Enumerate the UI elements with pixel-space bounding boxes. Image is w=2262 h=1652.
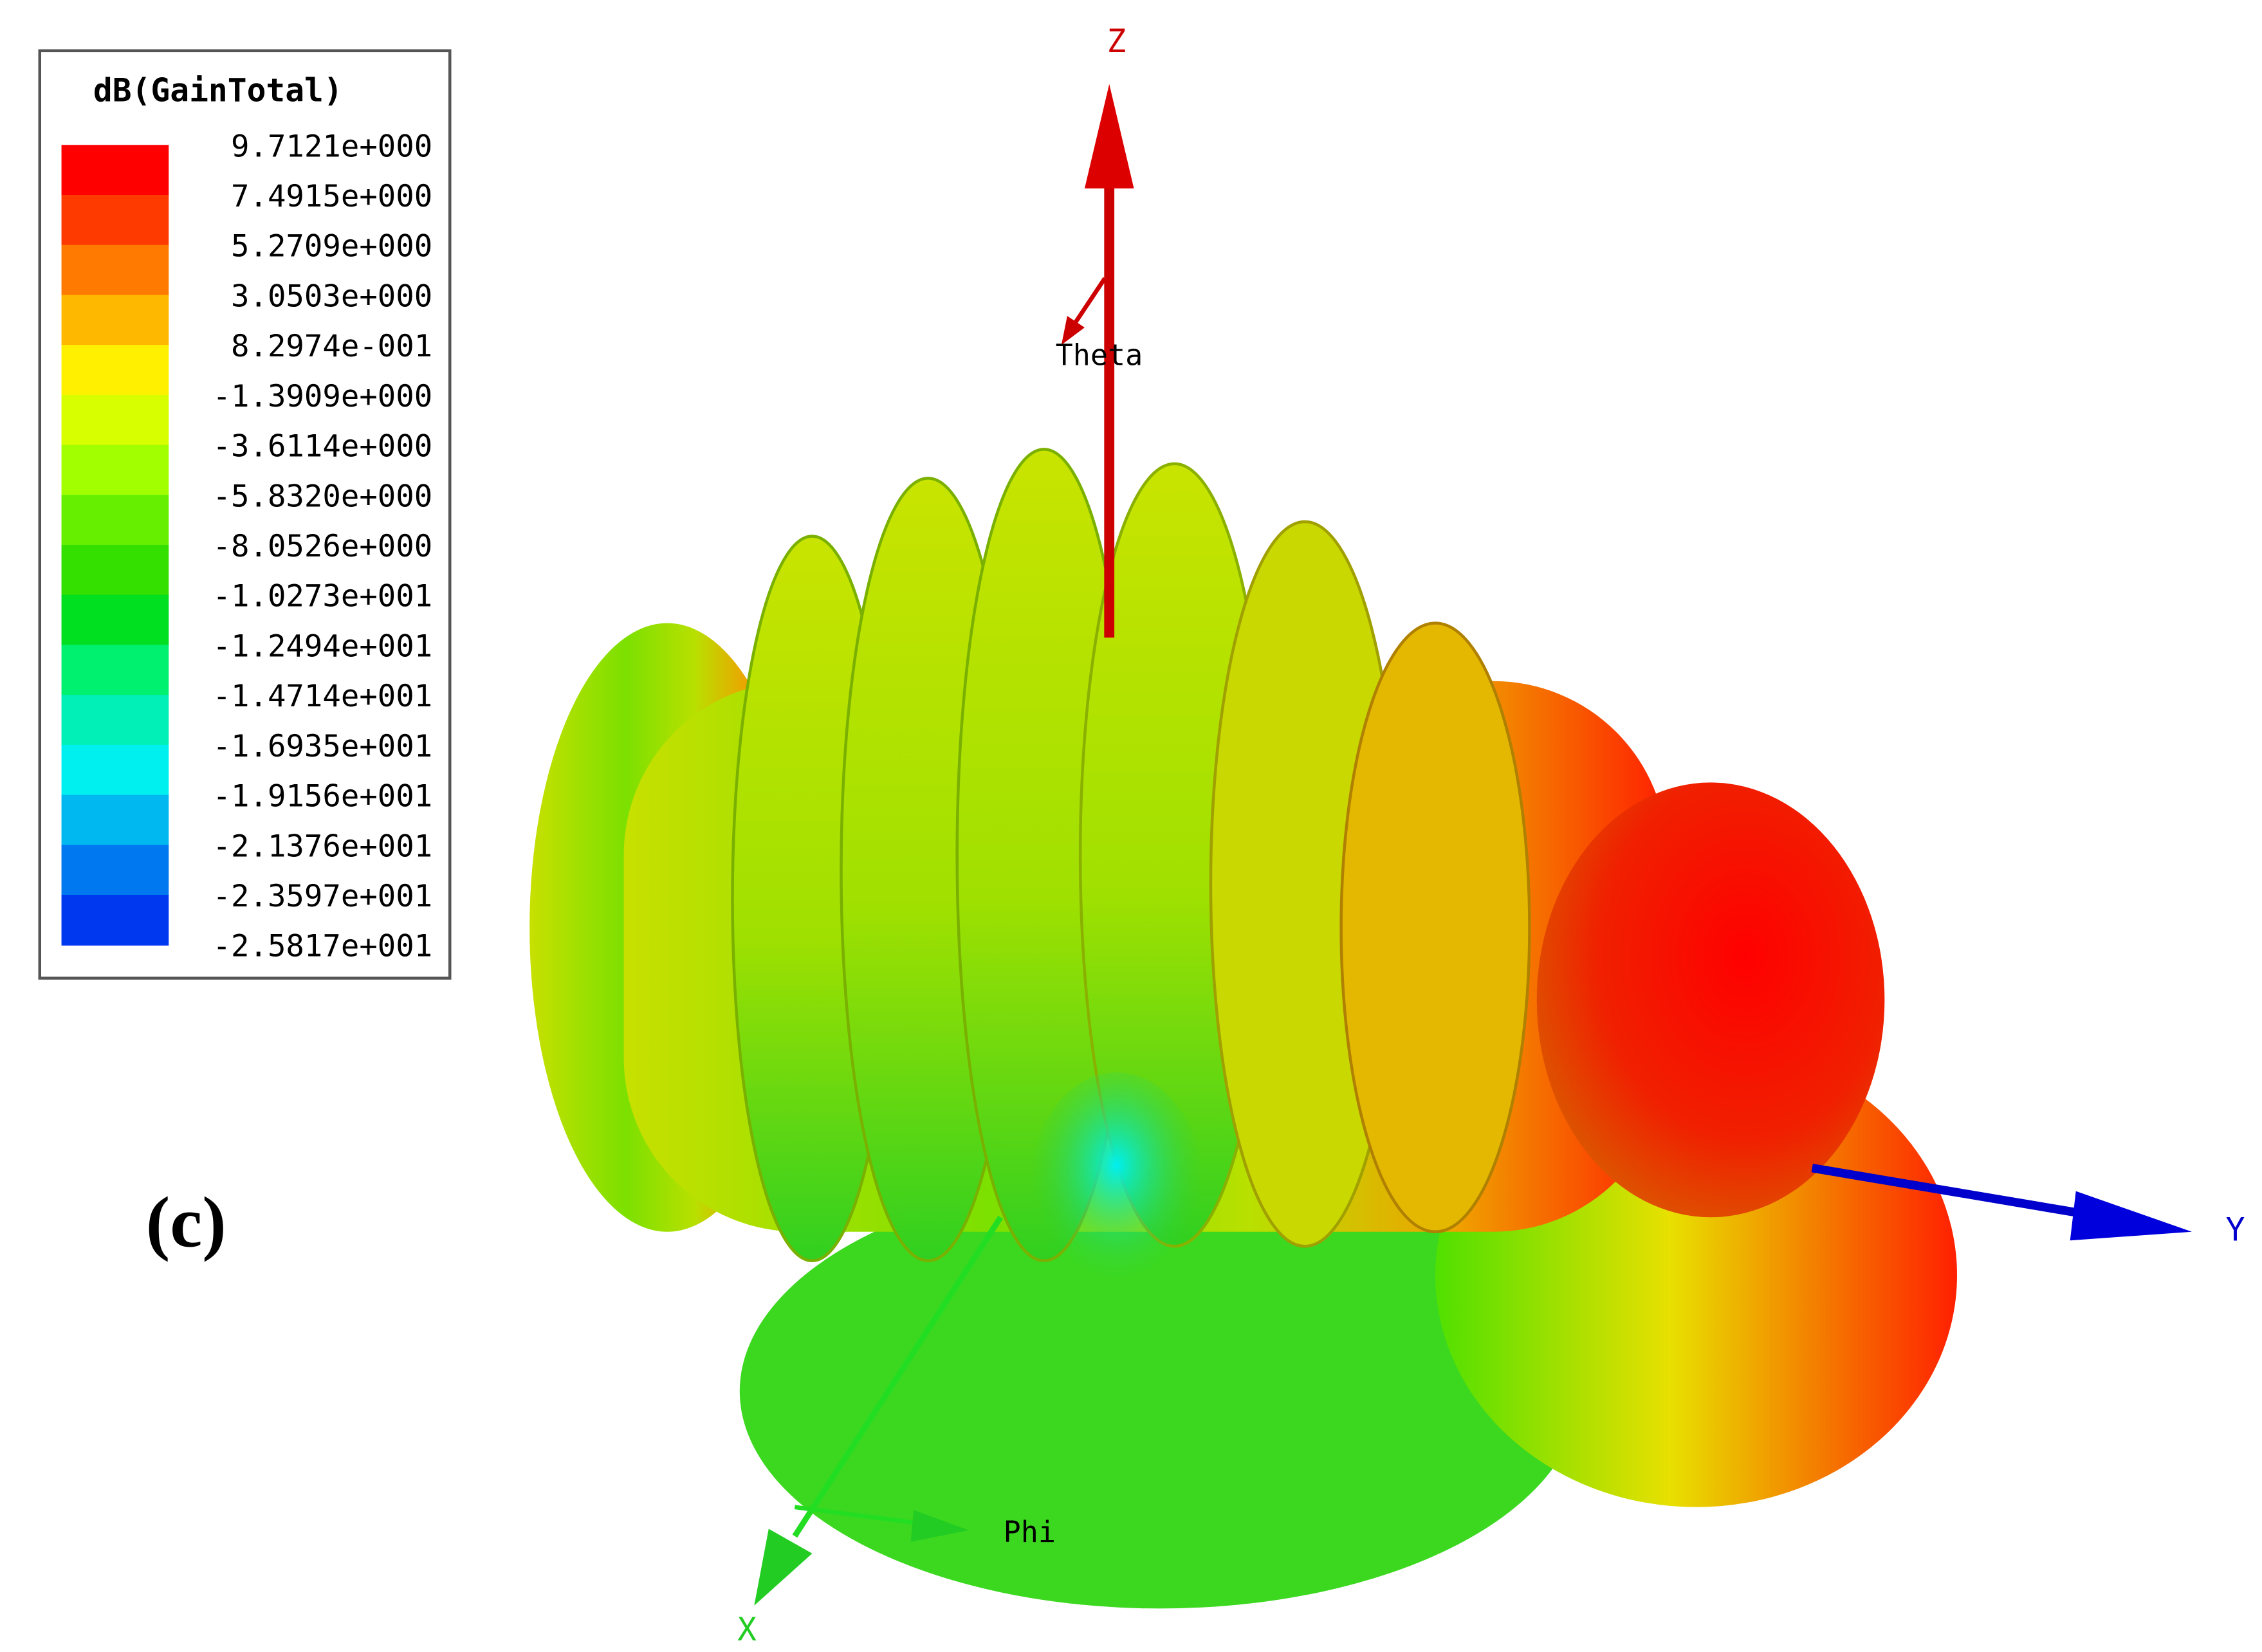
legend-label: -1.2494e+001 [213, 629, 433, 664]
phi-label: Phi [1004, 1515, 1056, 1549]
legend-label: 5.2709e+000 [231, 229, 432, 264]
axes [754, 84, 2192, 1606]
legend-swatch [61, 145, 169, 196]
legend-label: -8.0526e+000 [213, 529, 433, 564]
z-axis-label: Z [1107, 23, 1126, 60]
legend-swatch [61, 544, 169, 596]
x-axis-label: X [737, 1611, 757, 1648]
legend-label: -2.3597e+001 [213, 879, 433, 914]
radiation-pattern [529, 448, 1957, 1609]
legend-label: 8.2974e-001 [231, 329, 432, 364]
legend-swatch [61, 744, 169, 796]
legend-swatch [61, 794, 169, 846]
legend-swatch [61, 445, 169, 496]
legend-label: 7.4915e+000 [231, 179, 432, 214]
legend-swatch [61, 845, 169, 896]
legend-swatch [61, 695, 169, 746]
legend-swatch [61, 295, 169, 346]
legend-label: -3.6114e+000 [213, 429, 433, 464]
legend: 9.7121e+000 7.4915e+000 5.2709e+000 3.0503e… [61, 129, 433, 964]
legend-swatch [61, 645, 169, 696]
legend-title: dB(GainTotal) [93, 72, 343, 109]
legend-label: -1.0273e+001 [213, 579, 433, 614]
legend-swatch [61, 495, 169, 546]
legend-label: 3.0503e+000 [231, 279, 432, 314]
legend-label: -2.5817e+001 [213, 929, 433, 964]
y-axis-label: Y [2226, 1211, 2245, 1248]
legend-label: -1.4714e+001 [213, 679, 433, 714]
legend-swatch [61, 895, 169, 946]
legend-swatch [61, 594, 169, 646]
theta-label: Theta [1056, 338, 1143, 372]
legend-swatch [61, 394, 169, 446]
legend-label: 9.7121e+000 [231, 129, 432, 164]
panel-label: (c) [146, 1182, 226, 1262]
legend-swatch [61, 244, 169, 296]
legend-label: -5.8320e+000 [213, 479, 433, 514]
legend-swatch [61, 345, 169, 396]
legend-label: -1.9156e+001 [213, 779, 433, 814]
legend-label: -1.3909e+000 [213, 379, 433, 414]
legend-label: -1.6935e+001 [213, 729, 433, 764]
legend-label: -2.1376e+001 [213, 829, 433, 864]
legend-swatch [61, 194, 169, 246]
